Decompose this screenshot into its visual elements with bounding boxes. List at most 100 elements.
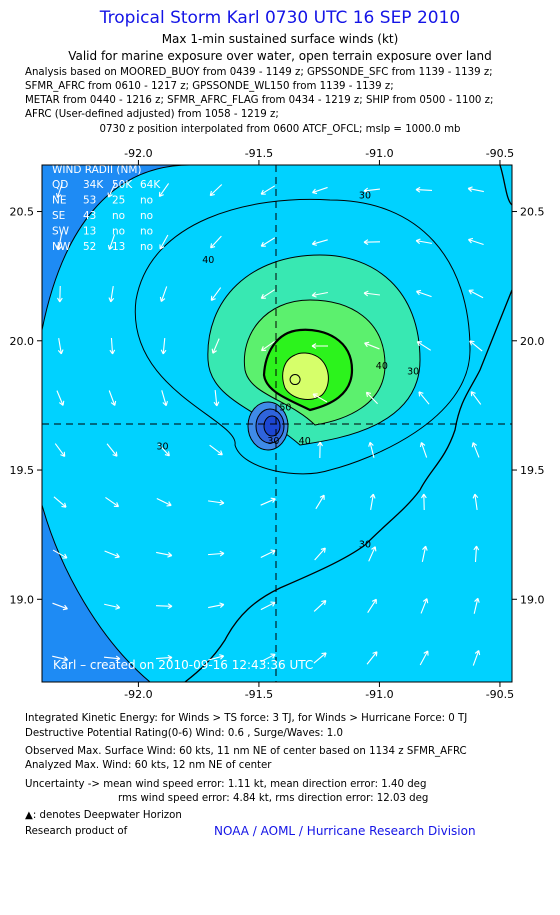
contour-label: 30 [359,191,371,202]
x-tick-label-top: -90.5 [486,147,514,160]
wind-arrow [211,338,220,354]
chart-title: Tropical Storm Karl 0730 UTC 16 SEP 2010 [99,8,461,28]
wind-arrow [260,237,276,247]
wind-arrow [52,549,68,559]
wind-arrow [159,234,169,250]
analysis-line-4: AFRC (User-defined adjusted) from 1058 -… [25,109,279,120]
wind-arrow [156,498,172,507]
x-tick-label-top: -92.0 [124,147,152,160]
wind-arrow [56,234,63,251]
wind-arrow [420,598,429,614]
wind-arrow [54,443,66,457]
wind-radii-cell: 13 [112,241,125,253]
wind-arrow [467,186,484,193]
y-tick-label-right: 19.0 [520,593,545,606]
y-tick-label-left: 20.5 [10,206,35,219]
wind-arrow [421,493,427,511]
wind-arrow [317,441,323,459]
analysis-line-3: METAR from 0440 - 1216 z; SFMR_AFRC_FLAG… [25,95,494,106]
wind-arrow [470,391,482,405]
wind-arrow [311,343,329,349]
analysis-line-1: Analysis based on MOORED_BUOY from 0439 … [25,67,493,78]
wind-radii-cell: NE [52,195,67,207]
wind-arrow [109,337,116,355]
contour-label: 40 [376,361,388,372]
wind-arrow [158,183,170,198]
x-tick-label-top: -91.0 [365,147,393,160]
y-tick-label-left: 19.5 [10,464,35,477]
wind-radii-cell: 53 [83,195,96,207]
wind-arrow [103,655,121,662]
y-tick-label-left: 20.0 [10,335,35,348]
wind-arrow [159,286,168,302]
wind-arrow [314,547,326,561]
wind-arrow [415,238,432,245]
contour-label: 30 [407,366,419,377]
wind-arrow [108,286,115,303]
wind-arrow [208,654,225,661]
eye-ring-inner [263,415,281,437]
y-tick-label-right: 19.5 [520,464,545,477]
wind-arrow [418,391,430,405]
wind-arrow [52,655,69,662]
wind-radii-cell: 52 [83,241,96,253]
wind-arrow [366,651,378,665]
contour-label: 40 [299,436,311,447]
wind-arrow [210,235,222,249]
wind-arrow [415,186,433,193]
max-wind-marker [289,374,301,386]
wind-arrow [260,601,276,611]
wind-arrow [155,603,173,610]
wind-arrow [421,545,428,562]
wind-arrow [363,290,381,297]
wind-radii-cell: 43 [83,210,96,222]
wind-radii-cell: 50K [112,179,133,191]
coastline [184,289,512,682]
wind-arrow [260,340,275,352]
wind-arrow [315,494,325,510]
dpr-line: Destructive Potential Rating(0-6) Wind: … [25,728,343,739]
wind-arrow [210,287,222,301]
wind-radii-cell: QD [52,179,68,191]
wind-radii-cell: 34K [83,179,104,191]
wind-arrow [161,390,168,407]
wind-arrow [311,291,328,298]
contour-labels: 30 40 40 40 50 30 30 30 30 [156,191,419,551]
wind-arrow [367,598,377,614]
wind-arrow [155,654,173,661]
wind-arrow [55,182,63,199]
wind-arrow [260,289,276,299]
map-fill: 30 40 40 40 50 30 30 30 30 WIND RADII (NM) QD 34K… [42,165,512,682]
wind-radii-rows: QD 34K 50K 64K NE 53 25 no SE 43 no no SW 13 no no NW 52 1… [52,179,161,253]
wind-arrow [364,341,380,350]
x-tick-label-top: -91.5 [245,147,273,160]
contour-label: 30 [359,540,371,551]
wind-arrow [56,390,65,406]
y-tick-label-left: 19.0 [10,593,35,606]
wind-arrow [107,182,116,198]
wind-arrow [105,496,120,508]
wind-arrow [363,239,381,245]
wind-arrow [209,184,223,197]
contour-label: 30 [156,441,168,452]
x-tick-label-bottom: -90.5 [486,688,514,701]
contour-label: 50 [279,403,291,414]
oil-rig-icon: ▲ [25,810,33,821]
wind-arrow [107,234,116,250]
wind-arrow [419,442,428,458]
organization-link[interactable]: NOAA / AOML / Hurricane Research Divisio… [214,824,476,838]
position-line: 0730 z position interpolated from 0600 A… [99,124,461,135]
wind-arrow [104,550,120,559]
wind-arrow [416,341,432,351]
contour-label: 40 [202,255,214,266]
y-tick-label-right: 20.0 [520,335,545,348]
wind-arrow [473,545,480,563]
wind-arrow [104,603,121,610]
island-coast [499,165,512,206]
wind-arrow [53,496,67,508]
ike-line: Integrated Kinetic Energy: for Winds > T… [25,713,468,724]
wind-arrow [158,443,170,457]
wind-arrow [260,185,276,195]
wind-arrow [363,187,381,194]
